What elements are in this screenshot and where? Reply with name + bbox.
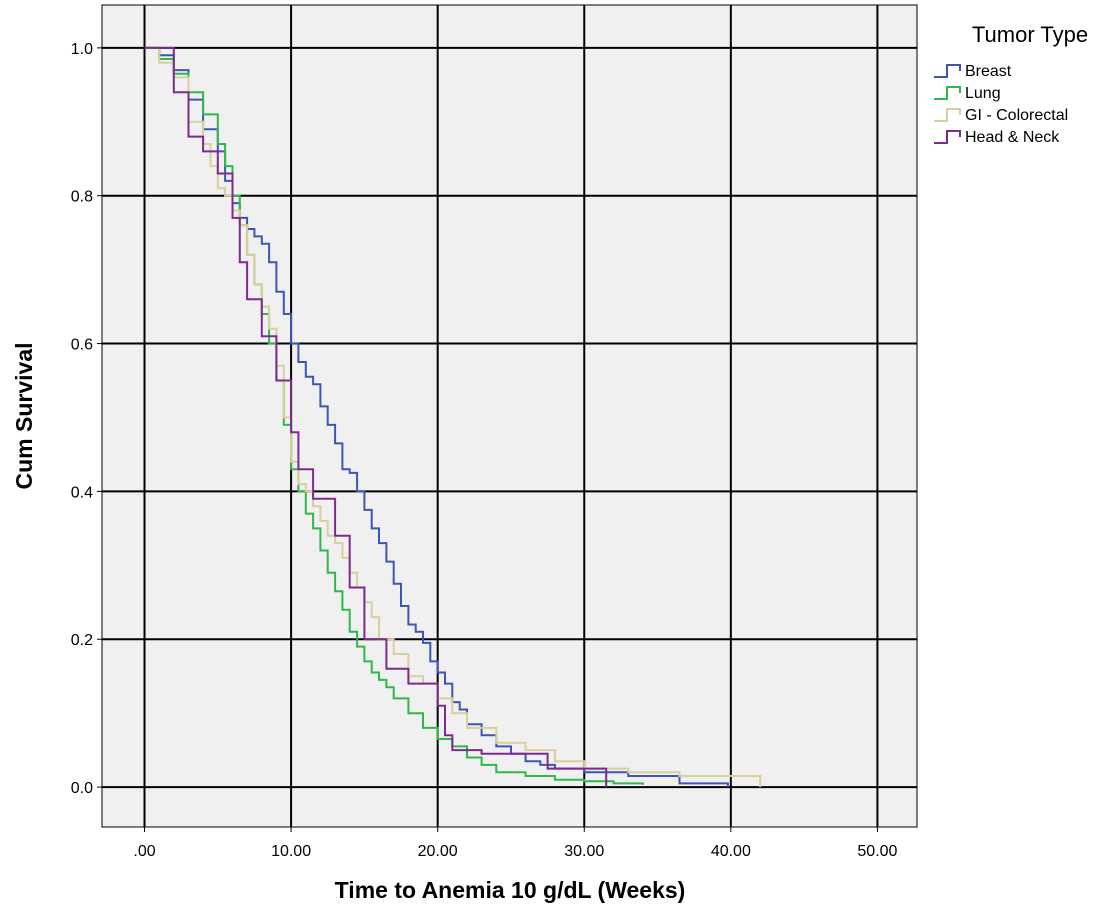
y-tick-label-4: 0.8 <box>71 189 93 206</box>
legend-swatch-gi-colorectal <box>934 108 961 122</box>
legend-item-head-neck: Head & Neck <box>934 129 1060 146</box>
x-axis-title: Time to Anemia 10 g/dL (Weeks) <box>335 877 686 903</box>
plot-area <box>101 4 918 828</box>
y-axis-title: Cum Survival <box>11 343 37 490</box>
x-tick-label-3: 30.00 <box>564 843 604 860</box>
y-tick-label-2: 0.4 <box>71 484 93 501</box>
y-tick-label-5: 1.0 <box>71 41 93 58</box>
x-axis-ticks: .00 10.00 20.00 30.00 40.00 50.00 <box>133 827 898 860</box>
legend-label-lung: Lung <box>965 85 1001 102</box>
x-tick-label-2: 20.00 <box>418 843 458 860</box>
legend-title: Tumor Type <box>972 22 1088 47</box>
legend-label-breast: Breast <box>965 63 1012 80</box>
legend-item-gi-colorectal: GI - Colorectal <box>934 107 1068 124</box>
legend-item-breast: Breast <box>934 63 1012 80</box>
x-tick-label-1: 10.00 <box>271 843 311 860</box>
series-layer <box>144 46 762 788</box>
legend-item-lung: Lung <box>934 85 1001 102</box>
x-tick-label-4: 40.00 <box>711 843 751 860</box>
series-line-head-neck <box>144 46 608 788</box>
x-tick-label-5: 50.00 <box>857 843 897 860</box>
y-axis-ticks: 0.0 0.2 0.4 0.6 0.8 1.0 <box>71 41 102 797</box>
y-tick-label-0: 0.0 <box>71 780 93 797</box>
legend-swatch-breast <box>934 64 961 78</box>
y-tick-label-3: 0.6 <box>71 337 93 354</box>
series-line-gi-colorectal <box>144 46 762 788</box>
legend-label-gi-colorectal: GI - Colorectal <box>965 107 1068 124</box>
legend-swatch-lung <box>934 86 961 100</box>
legend-label-head-neck: Head & Neck <box>965 129 1060 146</box>
legend-swatch-head-neck <box>934 130 961 144</box>
y-tick-label-1: 0.2 <box>71 632 93 649</box>
legend-items: Breast Lung GI - Colorectal Head & Neck <box>934 63 1068 146</box>
legend: Tumor Type Breast Lung GI - Colorectal Head… <box>934 22 1088 146</box>
x-tick-label-0: .00 <box>133 843 155 860</box>
